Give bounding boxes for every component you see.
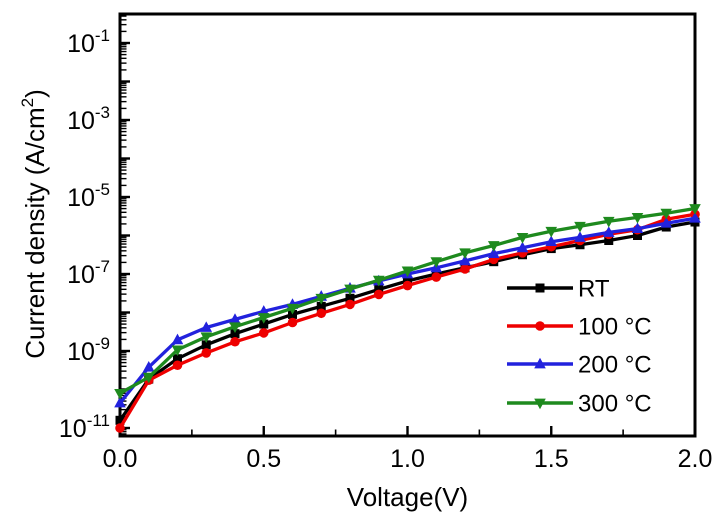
x-tick-label: 2.0 [678,445,713,473]
x-tick-label: 1.0 [390,445,425,473]
y-tick-label: 10-3 [67,103,110,135]
legend-item-200-c: 200 °C [507,352,652,379]
y-axis-ticks [121,15,130,435]
x-axis-ticks [118,426,697,435]
y-tick-label: 10-5 [67,180,110,212]
legend-item-rt: RT [507,276,610,303]
y-tick-label: 10-1 [67,26,110,58]
legend-label: 300 °C [578,391,652,418]
series-300-c [114,204,701,400]
legend-label: RT [578,276,610,303]
x-axis-tick-labels: 0.0 0.5 1.0 1.5 2.0 [103,445,713,473]
y-tick-label: 10-7 [67,257,110,289]
legend-label: 200 °C [578,352,652,379]
legend-item-100-c: 100 °C [507,314,652,341]
legend: RT 100 °C 200 °C 300 °C [507,276,652,418]
x-tick-label: 0.0 [103,445,138,473]
legend-label: 100 °C [578,314,652,341]
legend-item-300-c: 300 °C [507,391,652,418]
y-tick-label: 10-9 [67,334,110,366]
x-axis-title: Voltage(V) [347,482,468,512]
x-tick-label: 1.5 [534,445,569,473]
y-axis-tick-labels: 10-1 10-3 10-5 10-7 10-9 10-11 [59,26,110,443]
x-tick-label: 0.5 [246,445,281,473]
y-tick-label: 10-11 [59,411,110,443]
y-axis-title: Current density (A/cm2) [18,89,50,359]
